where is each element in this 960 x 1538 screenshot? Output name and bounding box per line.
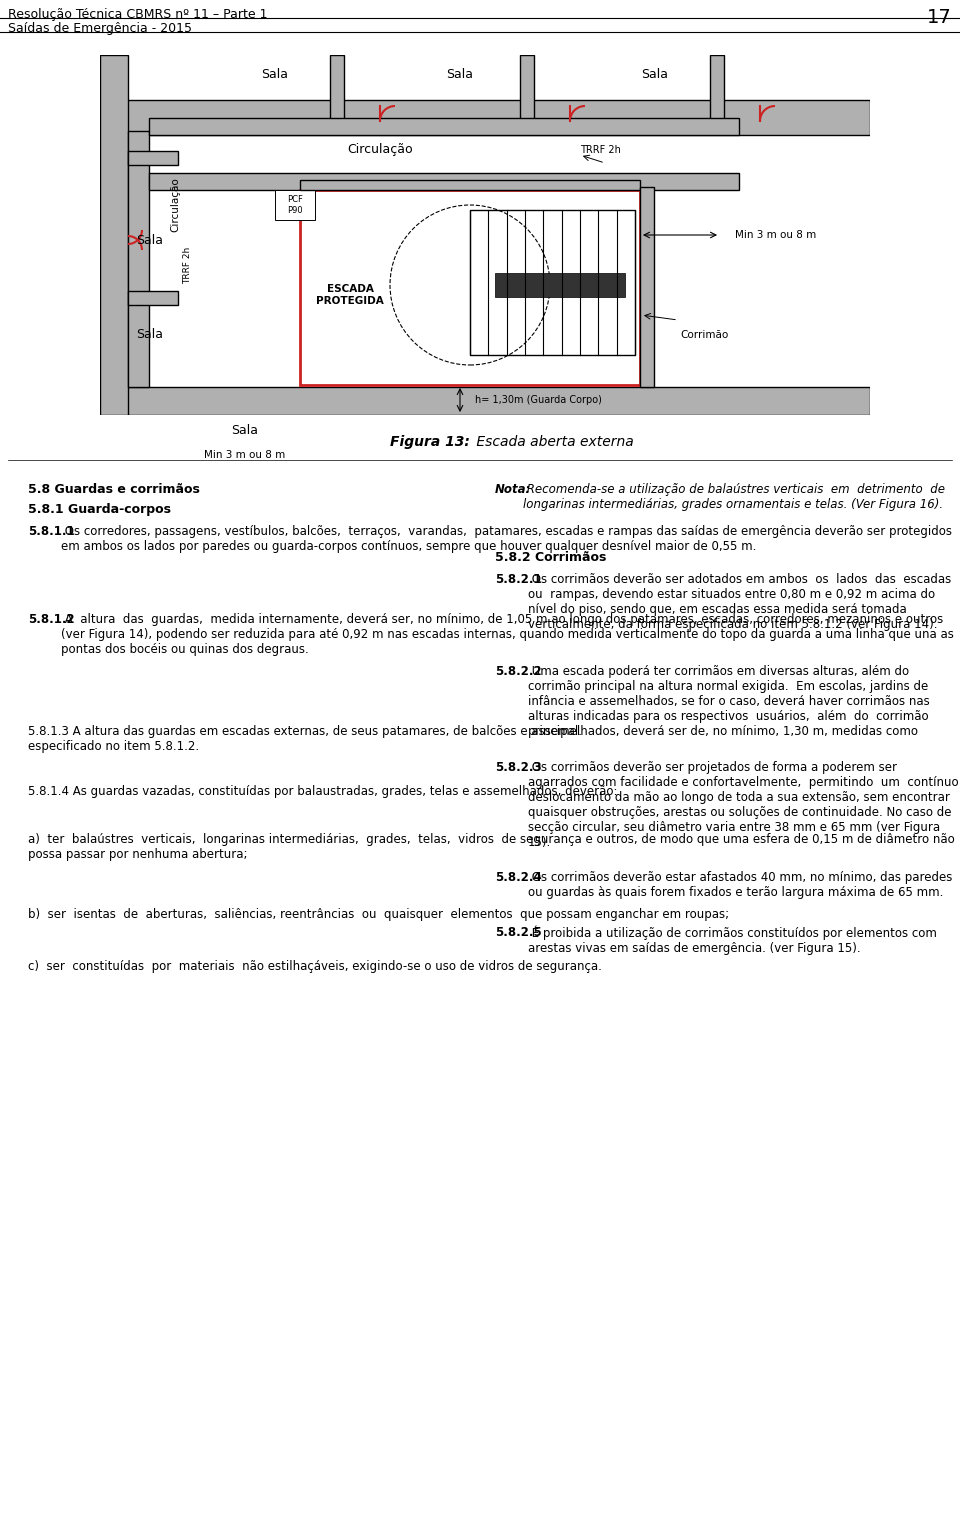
- Bar: [495, 274, 625, 297]
- Text: Sala: Sala: [136, 234, 163, 246]
- Text: Circulação: Circulação: [348, 143, 413, 157]
- Text: Recomenda-se a utilização de balaústres verticais  em  detrimento  de  longarina: Recomenda-se a utilização de balaústres …: [523, 483, 948, 511]
- Bar: [100, 388, 870, 415]
- Bar: [470, 211, 635, 355]
- Bar: [149, 174, 739, 191]
- Text: Os corrimãos deverão ser adotados em ambos  os  lados  das  escadas  ou  rampas,: Os corrimãos deverão ser adotados em amb…: [528, 572, 955, 631]
- Text: Sala: Sala: [641, 69, 668, 82]
- Text: Saídas de Emergência - 2015: Saídas de Emergência - 2015: [8, 22, 192, 35]
- Text: 5.8.1 Guarda-corpos: 5.8.1 Guarda-corpos: [28, 503, 171, 515]
- Text: Circulação: Circulação: [170, 177, 180, 232]
- Text: 5.8 Guardas e corrimãos: 5.8 Guardas e corrimãos: [28, 483, 200, 495]
- Text: Sala: Sala: [446, 69, 473, 82]
- Text: a)  ter  balaústres  verticais,  longarinas intermediárias,  grades,  telas,  vi: a) ter balaústres verticais, longarinas …: [28, 832, 955, 861]
- Text: Min 3 m ou 8 m: Min 3 m ou 8 m: [735, 231, 816, 240]
- Text: 5.8.2 Corrimãos: 5.8.2 Corrimãos: [495, 551, 607, 563]
- Text: 5.8.2.3: 5.8.2.3: [495, 761, 541, 774]
- Text: Nota:: Nota:: [495, 483, 531, 495]
- Text: É proibida a utilização de corrimãos constituídos por elementos com arestas viva: É proibida a utilização de corrimãos con…: [528, 926, 937, 955]
- Text: 5.8.1.4 As guardas vazadas, constituídas por balaustradas, grades, telas e assem: 5.8.1.4 As guardas vazadas, constituídas…: [28, 784, 617, 798]
- Text: 5.8.1.2: 5.8.1.2: [28, 612, 75, 626]
- Bar: [128, 291, 178, 305]
- Bar: [640, 188, 654, 388]
- Text: 5.8.1.1: 5.8.1.1: [28, 524, 75, 538]
- Bar: [300, 191, 640, 384]
- Bar: [100, 55, 128, 415]
- Text: Sala: Sala: [136, 329, 163, 341]
- Bar: [149, 118, 739, 135]
- Text: A  altura  das  guardas,  medida internamente, deverá ser, no mínimo, de 1,05 m : A altura das guardas, medida internament…: [61, 612, 954, 655]
- Bar: [128, 151, 178, 165]
- Text: PCF
P90: PCF P90: [287, 195, 303, 215]
- Text: Figura 13:: Figura 13:: [390, 435, 470, 449]
- Text: Resolução Técnica CBMRS nº 11 – Parte 1: Resolução Técnica CBMRS nº 11 – Parte 1: [8, 8, 268, 22]
- Text: Corrimão: Corrimão: [680, 331, 729, 340]
- Bar: [710, 55, 724, 122]
- Text: 5.8.2.4: 5.8.2.4: [495, 871, 541, 884]
- Text: Sala: Sala: [261, 69, 289, 82]
- Text: Escada aberta externa: Escada aberta externa: [472, 435, 634, 449]
- Text: Os corrimãos deverão ser projetados de forma a poderem ser agarrados com facilid: Os corrimãos deverão ser projetados de f…: [528, 761, 959, 849]
- Text: TRRF 2h: TRRF 2h: [580, 145, 621, 155]
- Bar: [300, 180, 640, 191]
- Text: 5.8.2.5: 5.8.2.5: [495, 926, 541, 938]
- Text: Min 3 m ou 8 m: Min 3 m ou 8 m: [204, 451, 286, 460]
- Text: 5.8.1.3 A altura das guardas em escadas externas, de seus patamares, de balcões : 5.8.1.3 A altura das guardas em escadas …: [28, 724, 918, 752]
- Text: 17: 17: [927, 8, 952, 28]
- Bar: [520, 55, 534, 122]
- Text: h= 1,30m (Guarda Corpo): h= 1,30m (Guarda Corpo): [475, 395, 602, 404]
- Text: 5.8.2.2: 5.8.2.2: [495, 664, 541, 678]
- Text: 5.8.2.1: 5.8.2.1: [495, 572, 541, 586]
- Text: ESCADA
PROTEGIDA: ESCADA PROTEGIDA: [316, 285, 384, 306]
- Text: Uma escada poderá ter corrimãos em diversas alturas, além do corrimão principal : Uma escada poderá ter corrimãos em diver…: [528, 664, 929, 738]
- Text: Os corredores, passagens, vestíbulos, balcões,  terraços,  varandas,  patamares,: Os corredores, passagens, vestíbulos, ba…: [61, 524, 952, 552]
- Bar: [275, 191, 315, 220]
- Bar: [128, 131, 149, 388]
- Text: c)  ser  constituídas  por  materiais  não estilhaçáveis, exigindo-se o uso de v: c) ser constituídas por materiais não es…: [28, 960, 602, 972]
- Text: Os corrimãos deverão estar afastados 40 mm, no mínimo, das paredes ou guardas às: Os corrimãos deverão estar afastados 40 …: [528, 871, 952, 898]
- Bar: [330, 55, 344, 122]
- Bar: [100, 100, 870, 135]
- Text: TRRF 2h: TRRF 2h: [183, 246, 193, 283]
- Text: Sala: Sala: [231, 423, 258, 437]
- Text: b)  ser  isentas  de  aberturas,  saliências, reentrâncias  ou  quaisquer  eleme: b) ser isentas de aberturas, saliências,…: [28, 907, 730, 921]
